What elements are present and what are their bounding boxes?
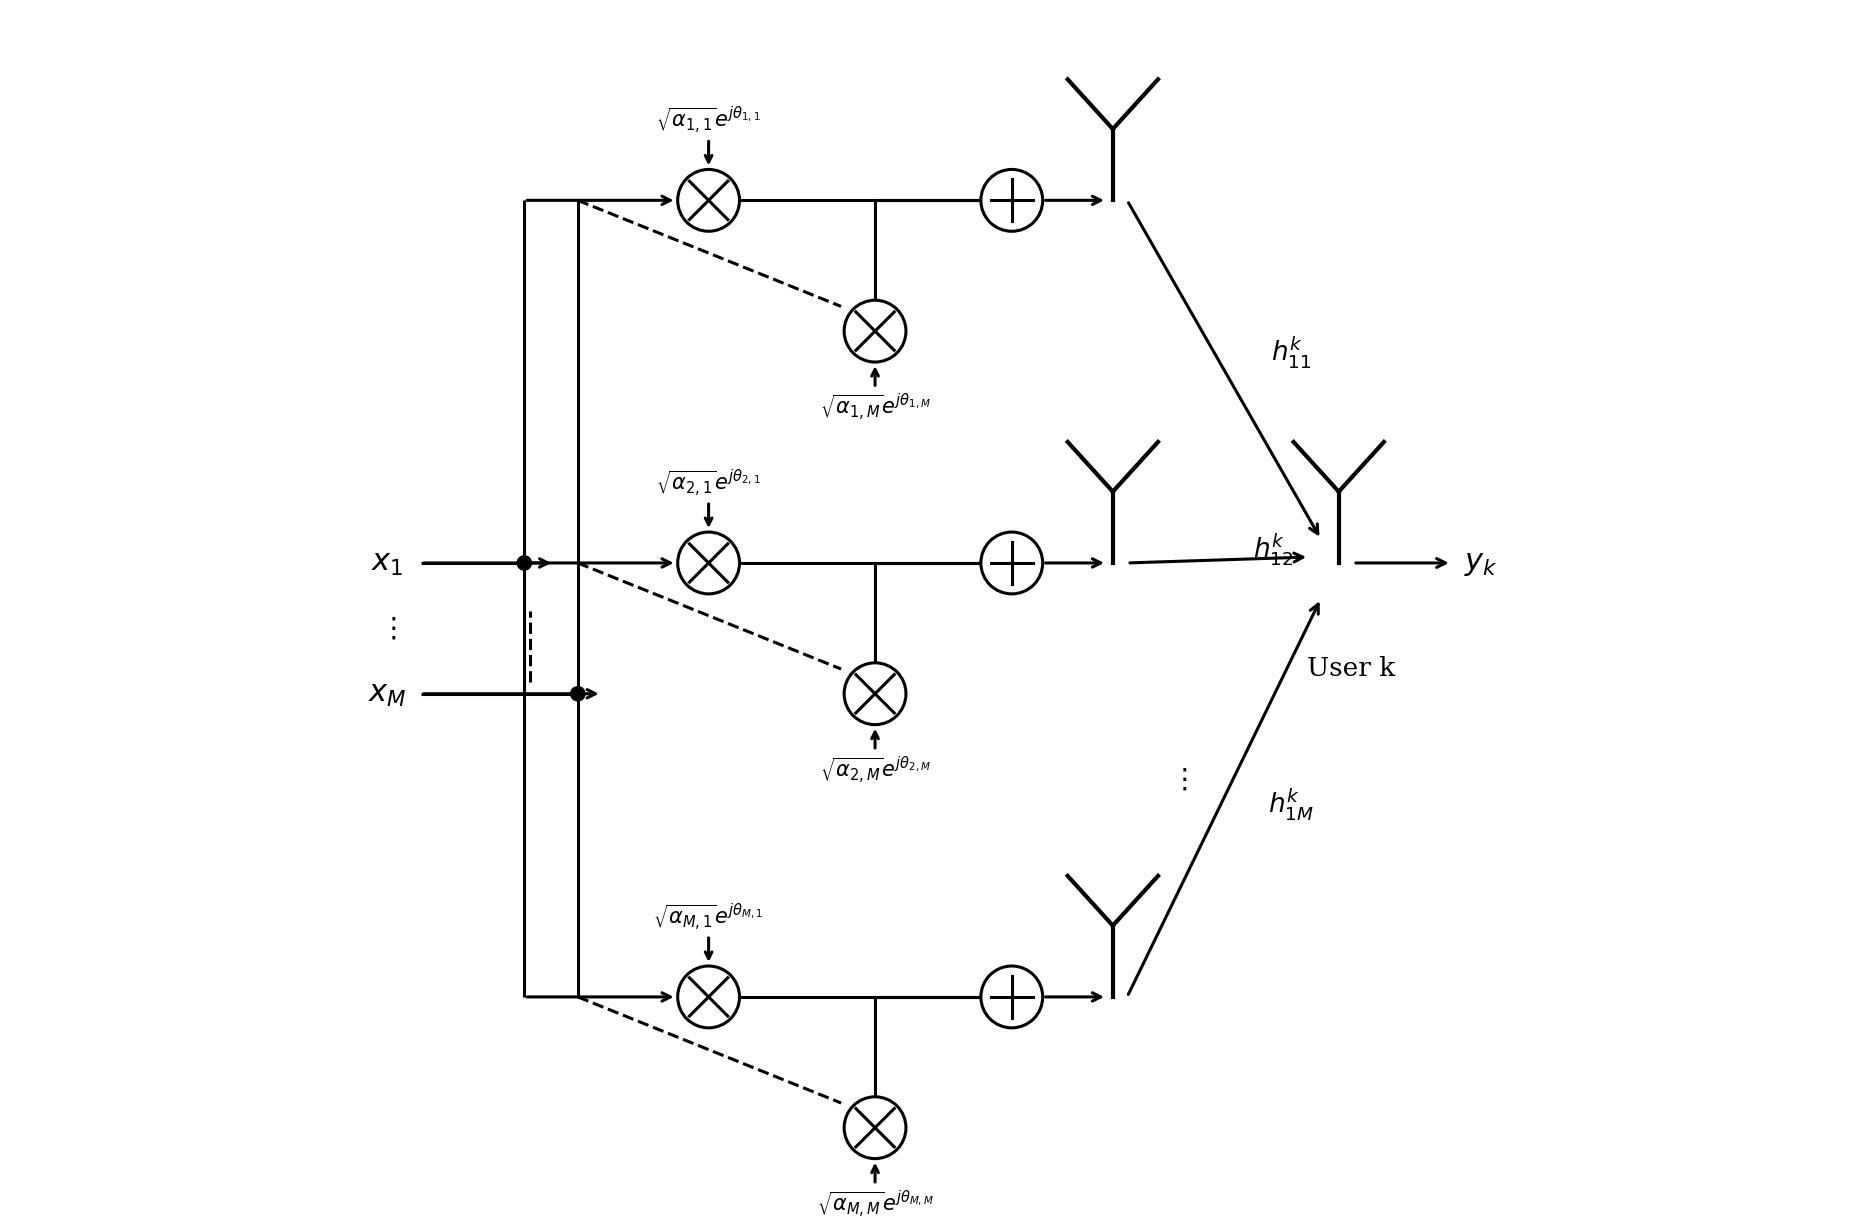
Text: $h_{1M}^{k}$: $h_{1M}^{k}$	[1269, 785, 1314, 822]
Text: $h_{12}^{k}$: $h_{12}^{k}$	[1252, 530, 1293, 567]
Text: $\vdots$: $\vdots$	[379, 615, 396, 642]
Text: $y_k$: $y_k$	[1465, 548, 1499, 578]
Text: $\sqrt{\alpha_{M,M}}e^{j\theta_{M,M}}$: $\sqrt{\alpha_{M,M}}e^{j\theta_{M,M}}$	[817, 1188, 933, 1220]
Text: $\sqrt{\alpha_{2,M}}e^{j\theta_{2,M}}$: $\sqrt{\alpha_{2,M}}e^{j\theta_{2,M}}$	[819, 755, 931, 786]
Text: $x_M$: $x_M$	[368, 679, 407, 709]
Text: $\sqrt{\alpha_{2,1}}e^{j\theta_{2,1}}$: $\sqrt{\alpha_{2,1}}e^{j\theta_{2,1}}$	[656, 467, 761, 499]
Circle shape	[518, 556, 531, 570]
Text: $h_{11}^{k}$: $h_{11}^{k}$	[1271, 334, 1312, 370]
Text: $\sqrt{\alpha_{M,1}}e^{j\theta_{M,1}}$: $\sqrt{\alpha_{M,1}}e^{j\theta_{M,1}}$	[654, 902, 764, 932]
Text: $\sqrt{\alpha_{1,1}}e^{j\theta_{1,1}}$: $\sqrt{\alpha_{1,1}}e^{j\theta_{1,1}}$	[656, 104, 761, 136]
Text: User k: User k	[1306, 655, 1394, 681]
Circle shape	[570, 687, 585, 701]
Text: $\sqrt{\alpha_{1,M}}e^{j\theta_{1,M}}$: $\sqrt{\alpha_{1,M}}e^{j\theta_{1,M}}$	[819, 392, 931, 424]
Text: $\vdots$: $\vdots$	[1170, 766, 1187, 794]
Text: $x_1$: $x_1$	[372, 548, 404, 578]
